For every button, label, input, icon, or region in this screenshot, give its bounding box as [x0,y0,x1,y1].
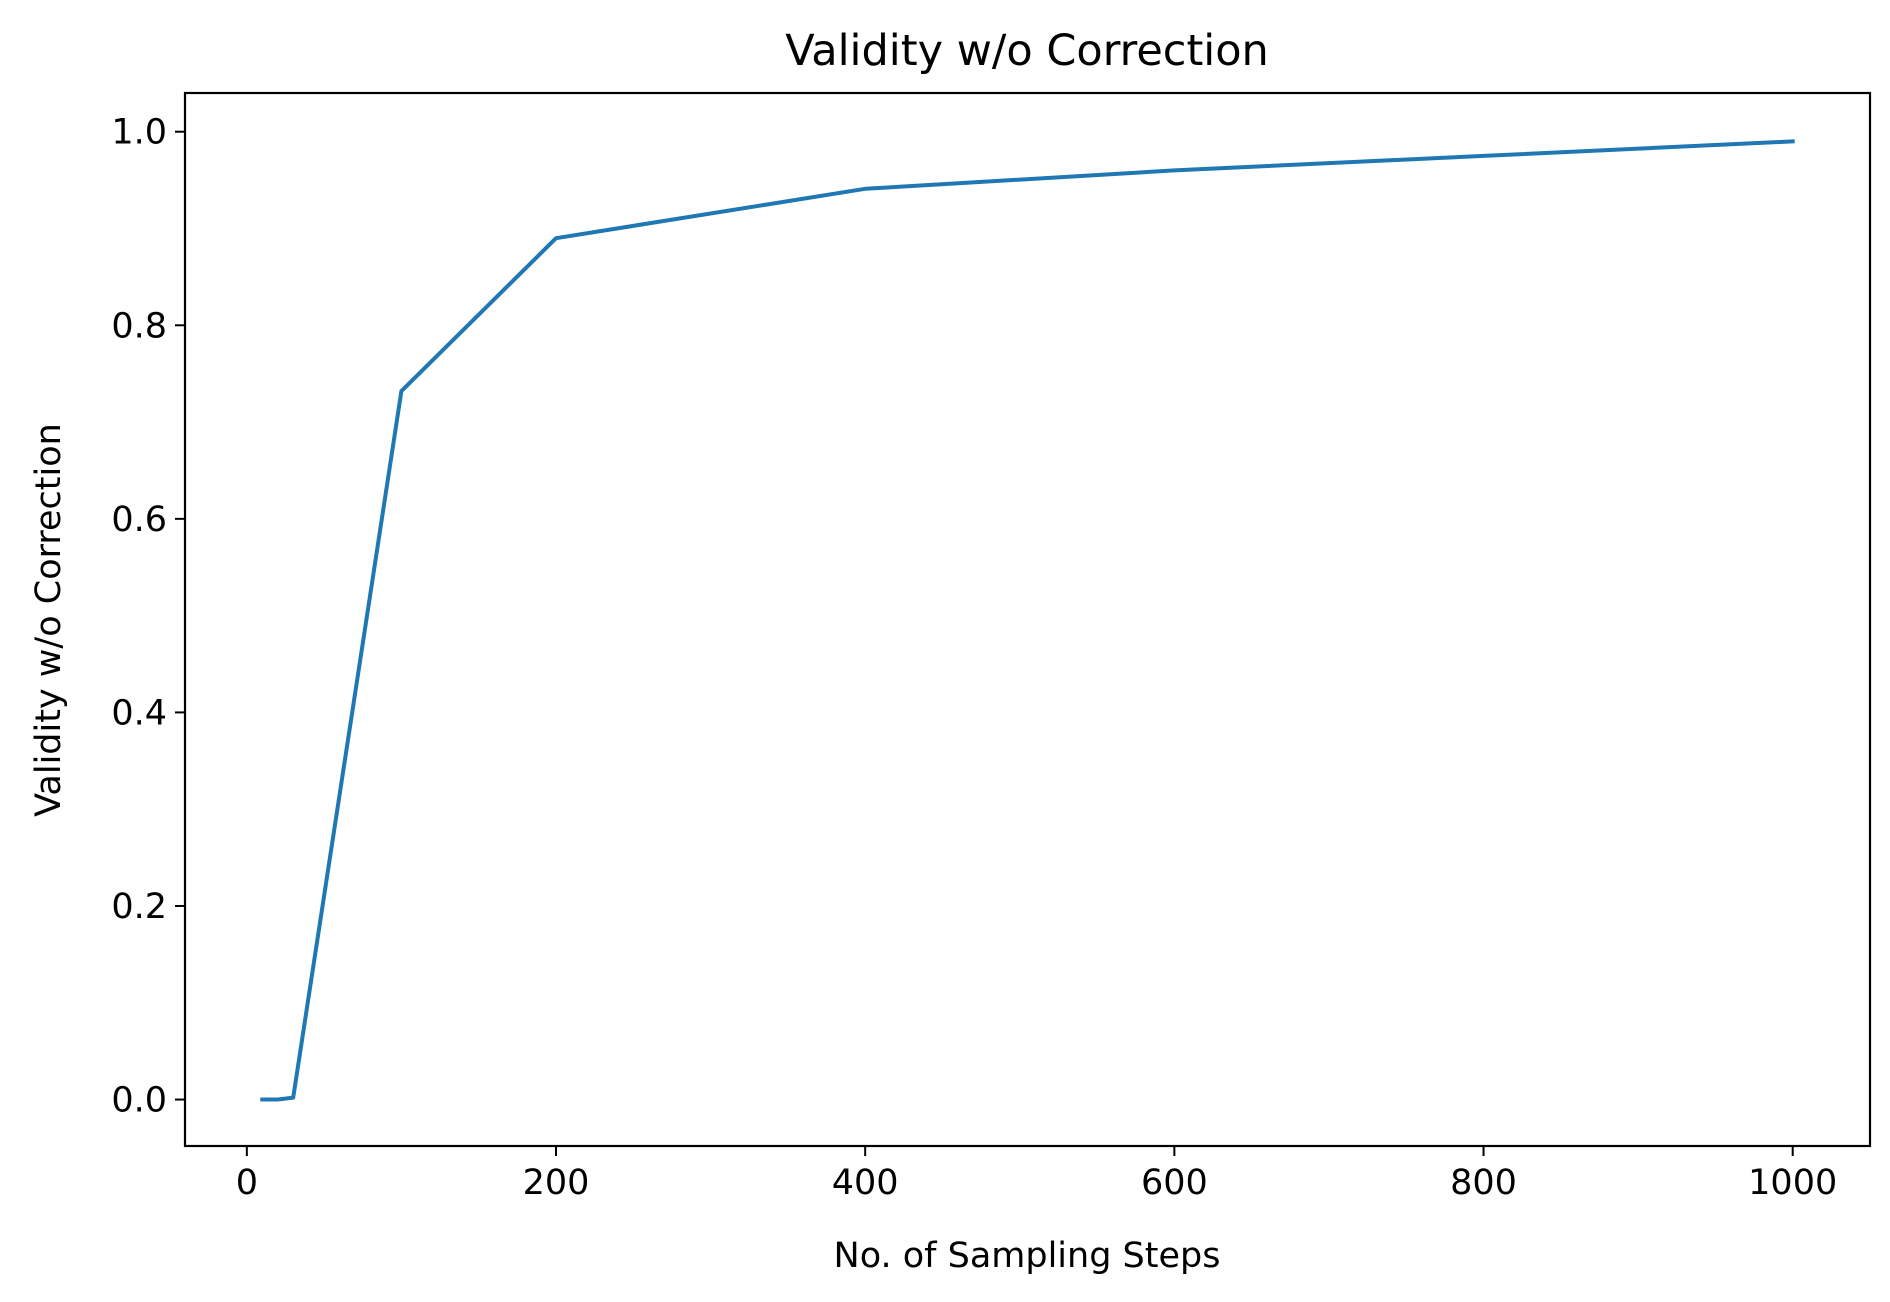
series-line-0 [260,139,1795,1102]
x-axis: 0 200 400 600 800 1000 [236,1146,1837,1203]
y-tick-label: 0.6 [111,500,167,540]
x-tick-label: 600 [1141,1163,1208,1203]
y-tick-label: 0.2 [111,887,167,927]
y-tick-label: 1.0 [111,113,167,153]
x-tick-label: 0 [236,1163,258,1203]
chart-title: Validity w/o Correction [785,26,1269,76]
y-axis-label: Validity w/o Correction [29,423,69,817]
y-axis: 0.0 0.2 0.4 0.6 0.8 1.0 [111,113,185,1121]
plot-area [183,91,1872,1148]
x-tick-label: 400 [832,1163,899,1203]
x-tick-label: 1000 [1748,1163,1837,1203]
x-axis-label: No. of Sampling Steps [834,1236,1221,1276]
y-tick-label: 0.0 [111,1081,167,1121]
y-tick-label: 0.4 [111,693,167,733]
x-tick-label: 800 [1450,1163,1517,1203]
series-layer [260,139,1795,1102]
y-tick-label: 0.8 [111,306,167,346]
x-tick-label: 200 [523,1163,590,1203]
plot-frame [183,91,1872,1148]
